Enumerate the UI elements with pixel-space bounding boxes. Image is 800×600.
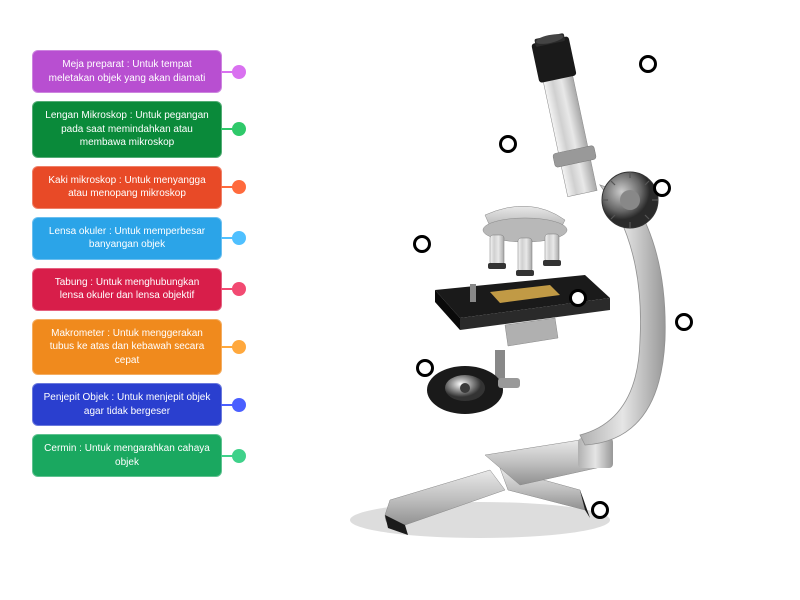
microscope-diagram [330,20,730,580]
microscope-base [350,438,613,538]
label-dot [232,180,246,194]
label-text: Cermin : Untuk mengarahkan cahaya objek [44,443,210,468]
label-connector [221,455,239,457]
label-dot [232,340,246,354]
label-text: Meja preparat : Untuk tempat meletakan o… [49,59,206,84]
microscope-svg [330,20,730,580]
label-dot [232,449,246,463]
label-connector [221,237,239,239]
label-0[interactable]: Meja preparat : Untuk tempat meletakan o… [32,50,222,93]
label-7[interactable]: Cermin : Untuk mengarahkan cahaya objek [32,434,222,477]
target-circle-5[interactable] [675,313,693,331]
label-dot [232,122,246,136]
label-connector [221,128,239,130]
label-1[interactable]: Lengan Mikroskop : Untuk pegangan pada s… [32,101,222,158]
label-4[interactable]: Tabung : Untuk menghubungkan lensa okule… [32,268,222,311]
label-connector [221,404,239,406]
microscope-tube [528,31,603,198]
label-2[interactable]: Kaki mikroskop : Untuk menyangga atau me… [32,166,222,209]
target-circle-1[interactable] [499,135,517,153]
label-dot [232,231,246,245]
label-text: Kaki mikroskop : Untuk menyangga atau me… [48,175,205,200]
target-circle-3[interactable] [413,235,431,253]
target-circle-4[interactable] [569,289,587,307]
label-text: Penjepit Objek : Untuk menjepit objek ag… [44,392,211,417]
label-connector [221,71,239,73]
target-circle-0[interactable] [639,55,657,73]
label-dot [232,398,246,412]
label-connector [221,346,239,348]
label-dot [232,282,246,296]
label-5[interactable]: Makrometer : Untuk menggerakan tubus ke … [32,319,222,376]
microscope-stage [435,275,610,346]
label-text: Lensa okuler : Untuk memperbesar banyang… [49,226,205,251]
target-circle-2[interactable] [653,179,671,197]
label-text: Makrometer : Untuk menggerakan tubus ke … [50,328,205,366]
microscope-nosepiece [483,206,567,276]
label-text: Tabung : Untuk menghubungkan lensa okule… [55,277,200,302]
label-connector [221,186,239,188]
label-6[interactable]: Penjepit Objek : Untuk menjepit objek ag… [32,383,222,426]
target-circle-7[interactable] [591,501,609,519]
label-dot [232,65,246,79]
label-connector [221,288,239,290]
labels-column: Meja preparat : Untuk tempat meletakan o… [32,50,222,485]
label-3[interactable]: Lensa okuler : Untuk memperbesar banyang… [32,217,222,260]
target-circle-6[interactable] [416,359,434,377]
label-text: Lengan Mikroskop : Untuk pegangan pada s… [45,110,208,148]
microscope-mirror [427,350,520,414]
